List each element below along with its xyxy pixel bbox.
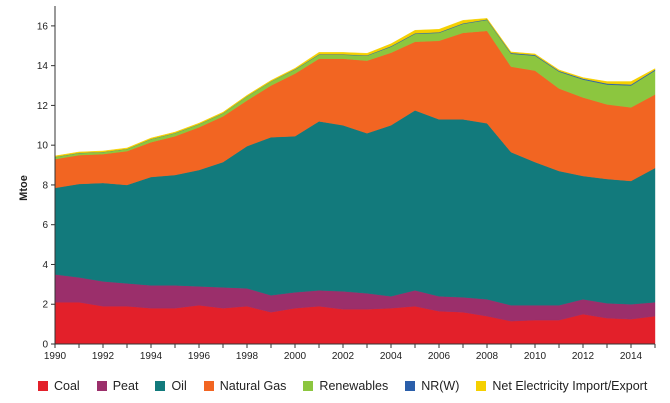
- legend-item: Natural Gas: [203, 379, 287, 393]
- legend-swatch: [155, 381, 166, 391]
- x-tick-label: 1998: [236, 351, 259, 362]
- y-tick-label: 16: [37, 21, 49, 32]
- legend-label: NR(W): [421, 379, 460, 393]
- legend-label: Coal: [54, 379, 80, 393]
- legend-item: Coal: [38, 379, 80, 393]
- legend-label: Net Electricity Import/Export: [492, 379, 648, 393]
- legend-swatch: [476, 381, 487, 391]
- legend-item: Net Electricity Import/Export: [476, 379, 647, 393]
- y-tick-label: 8: [42, 180, 48, 191]
- x-tick-label: 2002: [332, 351, 355, 362]
- legend-label: Natural Gas: [219, 379, 287, 393]
- x-tick-label: 2014: [620, 351, 643, 362]
- x-tick-label: 2010: [524, 351, 547, 362]
- axes: 0 2 4 6 8 10 12 14 16 1990 1992 1994 1996 1998 2000 200…: [37, 6, 656, 362]
- x-tick-label: 1992: [92, 351, 115, 362]
- y-tick-label: 0: [42, 340, 48, 351]
- y-tick-label: 12: [37, 101, 49, 112]
- area-layers: [54, 18, 656, 345]
- x-tick-label: 2000: [284, 351, 307, 362]
- legend-item: NR(W): [405, 379, 459, 393]
- legend-swatch: [38, 381, 48, 391]
- x-tick-label: 1990: [44, 351, 67, 362]
- x-tick-label: 2006: [428, 351, 451, 362]
- y-tick-label: 6: [42, 220, 48, 231]
- legend-item: Oil: [155, 379, 187, 393]
- legend-swatch: [96, 381, 107, 391]
- legend-swatch: [203, 381, 214, 391]
- legend-swatch: [405, 381, 416, 391]
- y-tick-label: 2: [42, 300, 48, 311]
- y-tick-label: 10: [37, 141, 49, 152]
- legend-label: Peat: [112, 379, 139, 393]
- x-tick-label: 1996: [188, 351, 211, 362]
- legend-item: Renewables: [303, 379, 388, 393]
- y-tick-label: 4: [42, 260, 48, 271]
- y-tick-label: 14: [37, 61, 49, 72]
- x-tick-label: 2008: [476, 351, 499, 362]
- y-axis-label: Mtoe: [18, 175, 30, 201]
- legend-item: Peat: [96, 379, 139, 393]
- x-tick-label: 2012: [572, 351, 595, 362]
- legend-label: Oil: [171, 379, 187, 393]
- x-tick-label: 2004: [380, 351, 403, 362]
- area-net-electricity-import-export: [54, 18, 656, 158]
- legend-label: Renewables: [319, 379, 389, 393]
- legend: Coal Peat Oil Natural Gas Renewables NR(W) Net…: [38, 379, 664, 393]
- x-tick-label: 1994: [140, 351, 163, 362]
- legend-swatch: [303, 381, 314, 391]
